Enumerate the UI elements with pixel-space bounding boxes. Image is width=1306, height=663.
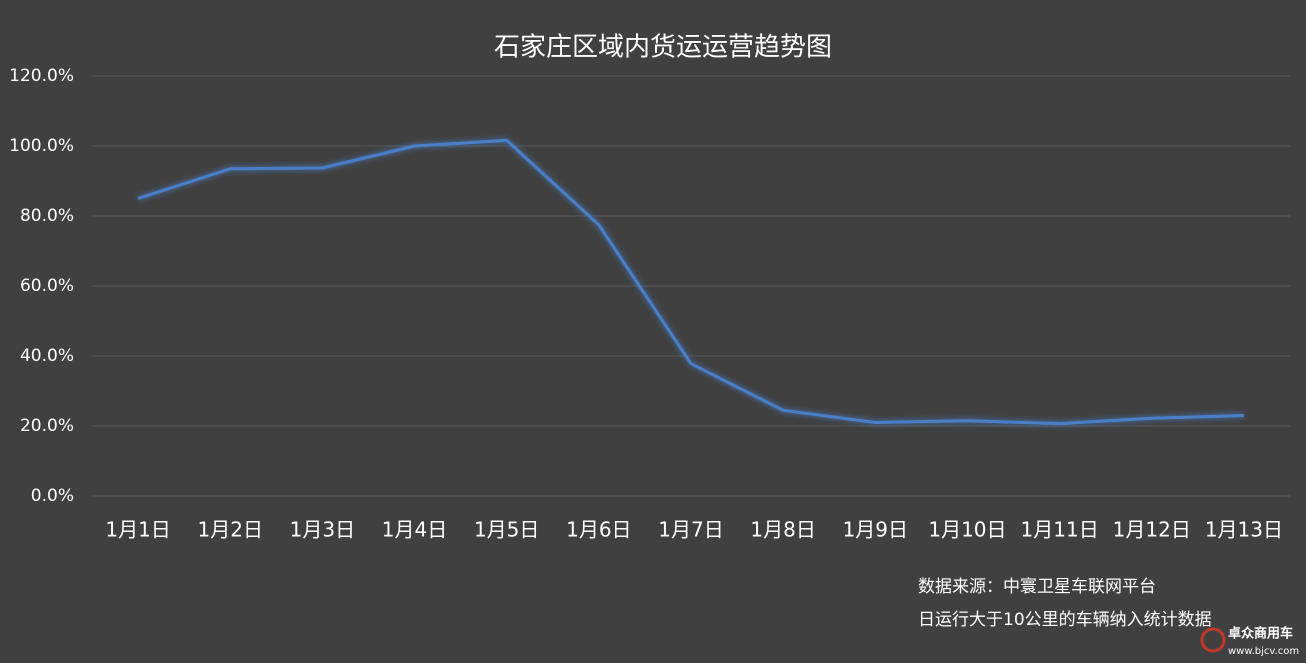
watermark-name: 卓众商用车 xyxy=(1228,626,1293,642)
x-tick-label: 1月10日 xyxy=(928,518,1006,542)
x-tick-label: 1月13日 xyxy=(1205,518,1283,542)
x-tick-label: 1月8日 xyxy=(750,518,815,542)
x-tick-label: 1月4日 xyxy=(382,518,447,542)
data-line xyxy=(137,138,1244,426)
x-tick-label: 1月11日 xyxy=(1021,518,1099,542)
y-tick-label: 60.0% xyxy=(20,276,74,296)
x-tick-label: 1月1日 xyxy=(105,518,170,542)
x-tick-label: 1月9日 xyxy=(843,518,908,542)
y-tick-label: 120.0% xyxy=(9,66,74,86)
x-tick-label: 1月12日 xyxy=(1113,518,1191,542)
y-tick-label: 0.0% xyxy=(31,486,74,506)
annotation: 数据来源：中寰卫星车联网平台 xyxy=(918,576,1156,597)
x-tick-label: 1月5日 xyxy=(474,518,539,542)
watermark-logo xyxy=(1200,627,1226,653)
y-tick-label: 40.0% xyxy=(20,346,74,366)
y-tick-label: 20.0% xyxy=(20,416,74,436)
x-tick-label: 1月7日 xyxy=(658,518,723,542)
x-tick-label: 1月2日 xyxy=(198,518,263,542)
annotation: 日运行大于10公里的车辆纳入统计数据 xyxy=(918,610,1212,630)
x-tick-label: 1月6日 xyxy=(566,518,631,542)
x-tick-label: 1月3日 xyxy=(290,518,355,542)
y-tick-label: 80.0% xyxy=(20,206,74,226)
watermark-url: www.bjcv.com xyxy=(1228,646,1299,657)
y-tick-label: 100.0% xyxy=(9,136,74,156)
chart-title: 石家庄区域内货运运营趋势图 xyxy=(494,33,832,63)
